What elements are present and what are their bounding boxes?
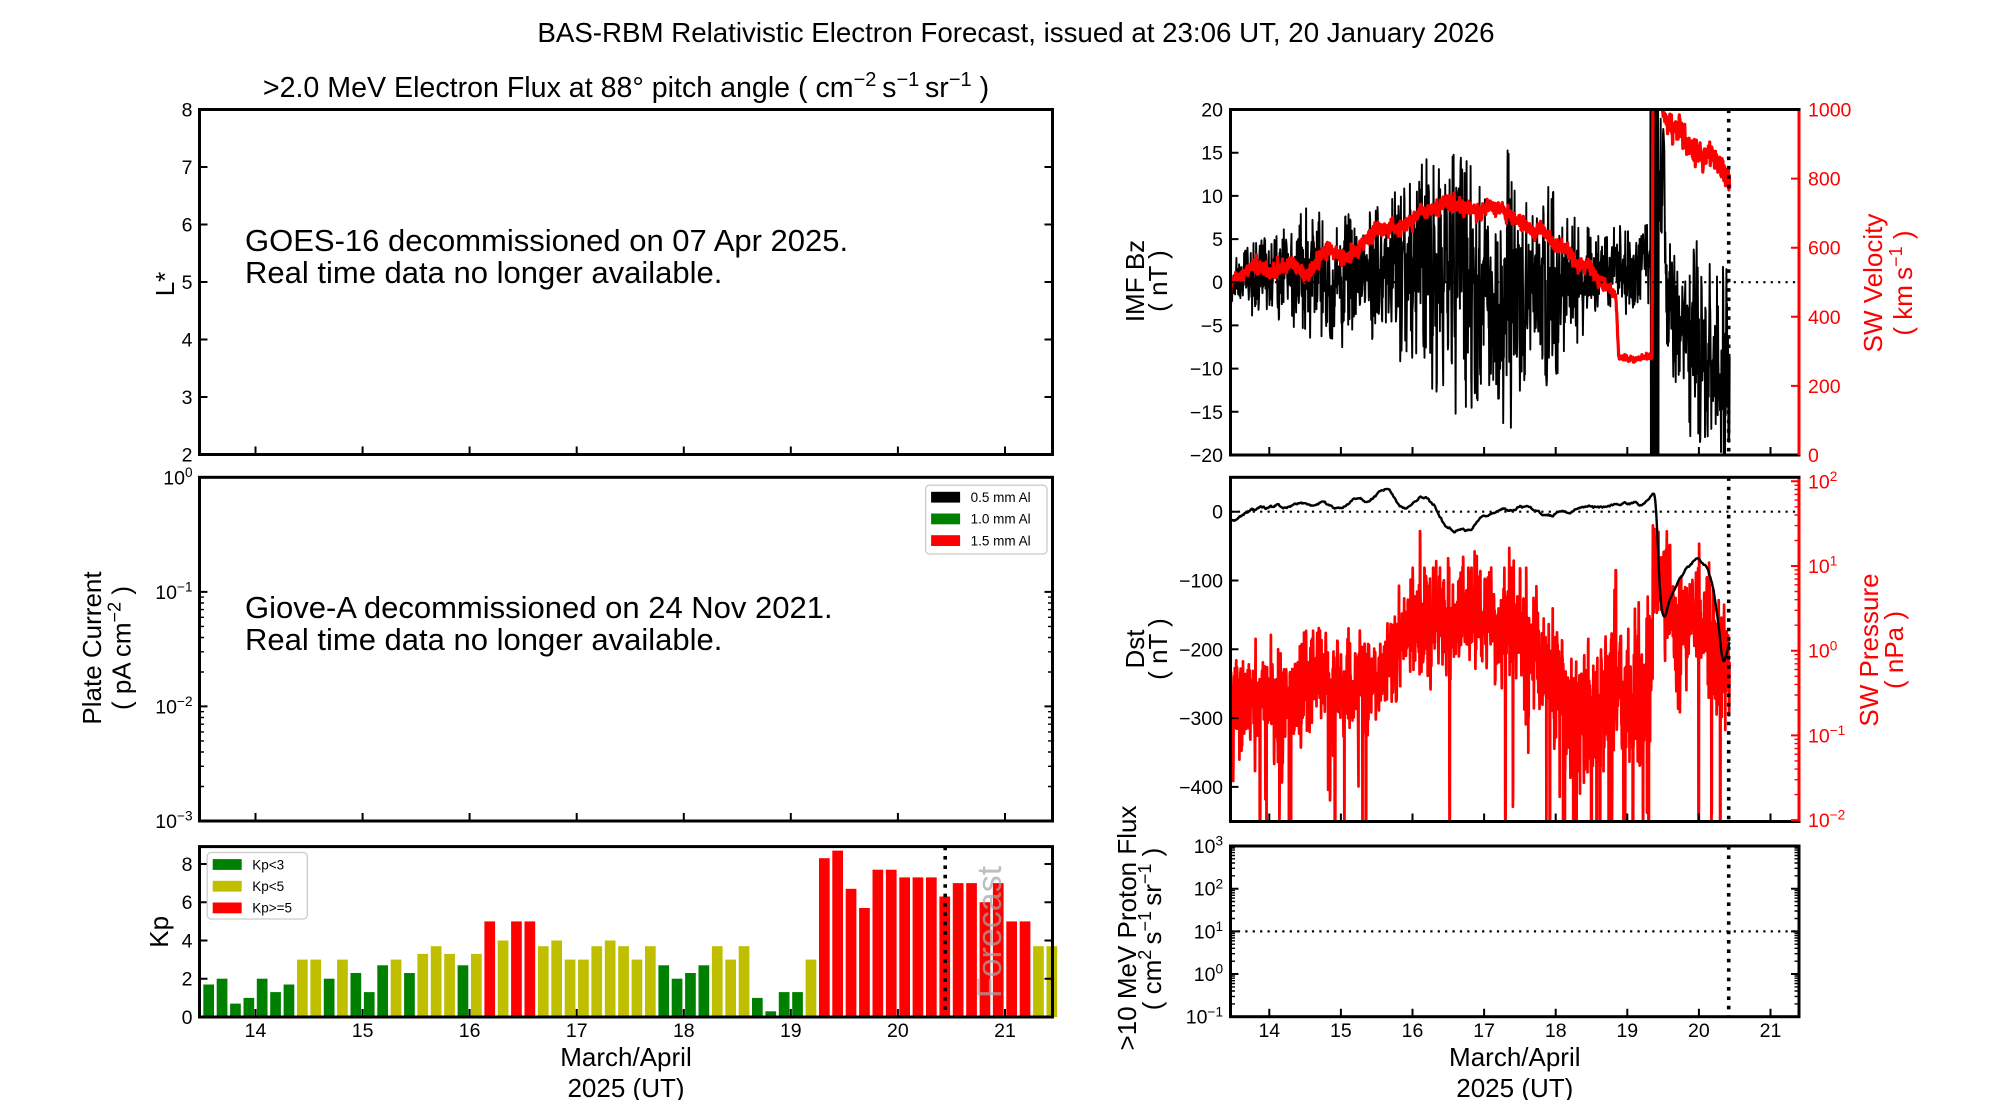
svg-text:2025 (UT): 2025 (UT) — [1456, 1073, 1573, 1100]
svg-text:600: 600 — [1808, 238, 1841, 260]
svg-text:1.5 mm Al: 1.5 mm Al — [971, 533, 1031, 548]
svg-text:( nPa ): ( nPa ) — [1879, 611, 1909, 689]
svg-text:Giove-A decommissioned on 24 N: Giove-A decommissioned on 24 Nov 2021. — [245, 590, 833, 625]
svg-text:5: 5 — [182, 272, 193, 294]
svg-text:21: 21 — [1760, 1020, 1782, 1042]
svg-text:Kp<3: Kp<3 — [252, 857, 284, 872]
svg-text:>2.0 MeV Electron Flux at 88°: >2.0 MeV Electron Flux at 88° pitch angl… — [263, 69, 989, 104]
svg-text:800: 800 — [1808, 169, 1841, 191]
svg-text:7: 7 — [182, 157, 193, 179]
svg-text:103: 103 — [1194, 834, 1223, 858]
svg-text:16: 16 — [459, 1020, 481, 1042]
svg-text:17: 17 — [1473, 1020, 1495, 1042]
svg-text:Kp>=5: Kp>=5 — [252, 901, 292, 916]
svg-text:2: 2 — [182, 445, 193, 467]
svg-text:( km​​ s−1​ ): ( km​​ s−1​ ) — [1886, 230, 1918, 335]
svg-text:18: 18 — [673, 1020, 695, 1042]
svg-text:17: 17 — [566, 1020, 588, 1042]
svg-text:20: 20 — [1688, 1020, 1710, 1042]
svg-text:14: 14 — [1258, 1020, 1280, 1042]
svg-text:15: 15 — [1330, 1020, 1352, 1042]
svg-text:−400: −400 — [1179, 777, 1223, 799]
svg-text:−20: −20 — [1190, 445, 1223, 467]
svg-text:18: 18 — [1545, 1020, 1567, 1042]
svg-text:Forecast: Forecast — [971, 865, 1009, 998]
svg-text:BAS-RBM Relativistic Electron: BAS-RBM Relativistic Electron Forecast, … — [537, 17, 1494, 48]
svg-text:−10: −10 — [1190, 359, 1223, 381]
svg-text:6: 6 — [182, 215, 193, 237]
svg-text:IMF Bz: IMF Bz — [1120, 240, 1150, 322]
svg-text:2025 (UT): 2025 (UT) — [567, 1073, 684, 1100]
svg-text:L*: L* — [150, 272, 180, 297]
svg-text:3: 3 — [182, 387, 193, 409]
svg-text:5: 5 — [1212, 229, 1223, 251]
svg-text:0: 0 — [1808, 445, 1819, 467]
svg-text:−200: −200 — [1179, 639, 1223, 661]
svg-text:8: 8 — [182, 100, 193, 122]
svg-text:Real time data no longer avail: Real time data no longer available. — [245, 622, 722, 657]
svg-text:20: 20 — [887, 1020, 909, 1042]
svg-text:19: 19 — [1616, 1020, 1638, 1042]
svg-text:SW Velocity: SW Velocity — [1858, 214, 1888, 353]
svg-text:1000: 1000 — [1808, 100, 1852, 122]
svg-text:10: 10 — [1201, 186, 1223, 208]
svg-text:20: 20 — [1201, 100, 1223, 122]
svg-text:21: 21 — [994, 1020, 1016, 1042]
svg-text:−15: −15 — [1190, 402, 1223, 424]
svg-text:Dst: Dst — [1120, 629, 1150, 669]
svg-text:400: 400 — [1808, 307, 1841, 329]
svg-text:( nT ): ( nT ) — [1143, 618, 1173, 680]
svg-text:>10 MeV Proton Flux: >10 MeV Proton Flux — [1112, 806, 1142, 1051]
svg-text:March/April: March/April — [560, 1042, 691, 1072]
svg-text:0.5 mm Al: 0.5 mm Al — [971, 490, 1031, 505]
svg-text:19: 19 — [780, 1020, 802, 1042]
svg-text:0: 0 — [1212, 502, 1223, 524]
svg-text:10−1: 10−1 — [155, 580, 192, 604]
svg-text:1.0 mm Al: 1.0 mm Al — [971, 512, 1031, 527]
svg-text:2: 2 — [182, 969, 193, 991]
svg-text:( nT ): ( nT ) — [1143, 250, 1173, 312]
svg-text:4: 4 — [182, 330, 193, 352]
svg-text:16: 16 — [1402, 1020, 1424, 1042]
svg-text:0: 0 — [1212, 272, 1223, 294]
svg-text:15: 15 — [352, 1020, 374, 1042]
svg-text:10−1: 10−1 — [1808, 723, 1845, 747]
svg-text:200: 200 — [1808, 376, 1841, 398]
svg-text:SW Pressure: SW Pressure — [1854, 573, 1884, 726]
svg-text:15: 15 — [1201, 143, 1223, 165]
svg-text:March/April: March/April — [1449, 1042, 1580, 1072]
svg-text:14: 14 — [245, 1020, 267, 1042]
svg-text:8: 8 — [182, 854, 193, 876]
svg-text:−300: −300 — [1179, 708, 1223, 730]
svg-text:GOES-16 decommissioned on 07 A: GOES-16 decommissioned on 07 Apr 2025. — [245, 223, 848, 258]
svg-text:4: 4 — [182, 931, 193, 953]
svg-text:−5: −5 — [1201, 315, 1223, 337]
svg-text:0: 0 — [182, 1007, 193, 1029]
svg-text:Plate Current: Plate Current — [77, 571, 107, 725]
svg-text:Kp<5: Kp<5 — [252, 879, 284, 894]
svg-text:Real time data no longer avail: Real time data no longer available. — [245, 255, 722, 290]
svg-text:−100: −100 — [1179, 571, 1223, 593]
svg-text:Kp: Kp — [144, 916, 174, 948]
svg-text:10−1: 10−1 — [1186, 1004, 1223, 1028]
svg-text:6: 6 — [182, 892, 193, 914]
